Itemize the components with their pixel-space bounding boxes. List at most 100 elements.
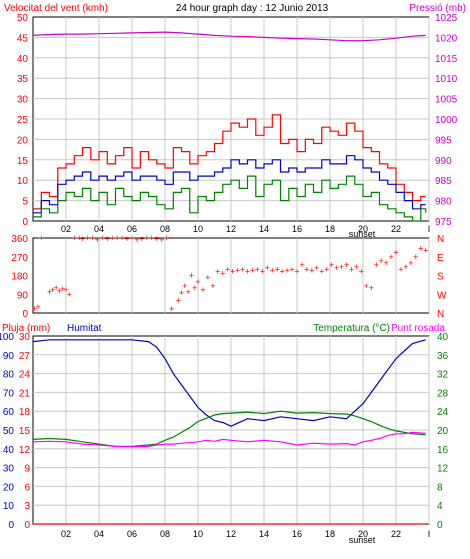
direction-point: + <box>359 266 364 276</box>
sunset-label-bottom: sunset <box>349 535 376 545</box>
humidity-tick-label: 40 <box>3 445 15 456</box>
direction-point: + <box>85 233 90 243</box>
x-tick-label-bottom: 06 <box>127 529 137 539</box>
humidity-tick-label: 70 <box>3 388 15 399</box>
axis-labels: 0202040406060808101012121414161618182020… <box>0 13 458 539</box>
pressure-tick-label: 1010 <box>435 74 458 85</box>
compass-tick-label: N <box>437 234 444 245</box>
temperature-tick-label: 20 <box>437 426 449 437</box>
direction-point: + <box>413 252 418 262</box>
direction-point: + <box>319 266 324 276</box>
x-tick-label-top: 06 <box>127 224 137 234</box>
temperature-tick-label: 8 <box>437 482 443 493</box>
direction-point: + <box>225 264 230 274</box>
wind-tick-label: 20 <box>17 135 29 146</box>
wind-pressure-series <box>32 31 427 222</box>
direction-point: + <box>230 266 235 276</box>
rain-tick-label: 0 <box>24 520 30 531</box>
direction-point: + <box>418 243 423 253</box>
direction-point: + <box>35 302 40 312</box>
direction-point: + <box>245 266 250 276</box>
wind-tick-label: 10 <box>17 176 29 187</box>
humidity-tick-label: 100 <box>0 332 14 343</box>
temperature-tick-label: 40 <box>437 332 449 343</box>
direction-point: + <box>398 264 403 274</box>
x-tick-label-bottom: 12 <box>226 529 236 539</box>
wind-tick-label: 30 <box>17 95 29 106</box>
pressure-tick-label: 975 <box>435 217 452 228</box>
rain-tick-label: 18 <box>19 407 31 418</box>
series-line-avg <box>33 155 426 214</box>
x-tick-label-top: 14 <box>259 224 269 234</box>
direction-point: + <box>67 289 72 299</box>
direction-point: + <box>265 263 270 273</box>
direction-point: + <box>334 263 339 273</box>
direction-point: + <box>77 233 82 243</box>
wind-tick-label: 25 <box>17 115 29 126</box>
rain-axis-label: Pluja (mm) <box>2 323 50 334</box>
direction-point: + <box>154 234 159 244</box>
humidity-tick-label: 10 <box>3 501 15 512</box>
direction-point: + <box>289 264 294 274</box>
rain-tick-label: 21 <box>19 388 31 399</box>
direction-point: + <box>304 264 309 274</box>
direction-point: + <box>144 233 149 243</box>
x-tick-label-top: 22 <box>391 224 401 234</box>
humidity-tick-label: 30 <box>3 464 15 475</box>
temperature-tick-label: 12 <box>437 464 449 475</box>
rain-tick-label: 9 <box>24 464 30 475</box>
x-tick-label-bottom: 16 <box>292 529 302 539</box>
direction-tick-label: 0 <box>22 309 28 320</box>
rain-tick-label: 15 <box>19 426 31 437</box>
direction-point: + <box>164 233 169 243</box>
direction-tick-label: 270 <box>11 253 28 264</box>
humidity-tick-label: 50 <box>3 426 15 437</box>
pressure-axis-label: Pressió (mb) <box>409 3 466 14</box>
pressure-tick-label: 1015 <box>435 54 458 65</box>
direction-point: + <box>393 248 398 258</box>
direction-point: + <box>176 296 181 306</box>
pressure-tick-label: 1020 <box>435 33 458 44</box>
x-tick-label-bottom: 08 <box>160 529 170 539</box>
direction-point: + <box>159 235 164 245</box>
x-tick-label-top: 08 <box>160 224 170 234</box>
wind-tick-label: 0 <box>22 217 28 228</box>
humidity-axis-label: Humitat <box>67 323 102 334</box>
direction-point: + <box>270 265 275 275</box>
temperature-tick-label: 36 <box>437 351 449 362</box>
series-line-gust <box>33 114 426 210</box>
direction-point: + <box>314 263 319 273</box>
direction-point: + <box>275 264 280 274</box>
direction-point: + <box>119 233 124 243</box>
direction-point: + <box>139 234 144 244</box>
x-tick-label-top: 16 <box>292 224 302 234</box>
x-tick-label-top: 10 <box>193 224 203 234</box>
direction-point: + <box>195 277 200 287</box>
direction-point: + <box>383 258 388 268</box>
direction-point: + <box>215 266 220 276</box>
humidity-tick-label: 0 <box>8 520 14 531</box>
dewpoint-axis-label: Punt rosada <box>391 323 445 334</box>
direction-point: + <box>408 258 413 268</box>
rain-tick-label: 30 <box>19 332 31 343</box>
temperature-tick-label: 16 <box>437 445 449 456</box>
series-line-min <box>33 175 427 222</box>
direction-point: + <box>32 304 37 314</box>
direction-tick-label: 180 <box>11 272 28 283</box>
direction-point: + <box>129 233 134 243</box>
x-tick-label-bottom: 22 <box>391 529 401 539</box>
wind-tick-label: 15 <box>17 156 29 167</box>
series-line-dewpoint <box>32 431 426 448</box>
direction-point: + <box>50 285 55 295</box>
temperature-tick-label: 4 <box>437 501 443 512</box>
humidity-tick-label: 90 <box>3 351 15 362</box>
wind-axis-label: Velocitat del vent (kmh) <box>4 3 108 14</box>
temperature-tick-label: 0 <box>437 520 443 531</box>
compass-tick-label: E <box>437 253 444 264</box>
direction-point: + <box>57 286 62 296</box>
direction-point: + <box>423 246 428 256</box>
title: 24 hour graph day : 12 Junio 2013 <box>176 3 329 14</box>
direction-point: + <box>260 266 265 276</box>
direction-point: + <box>179 288 184 298</box>
